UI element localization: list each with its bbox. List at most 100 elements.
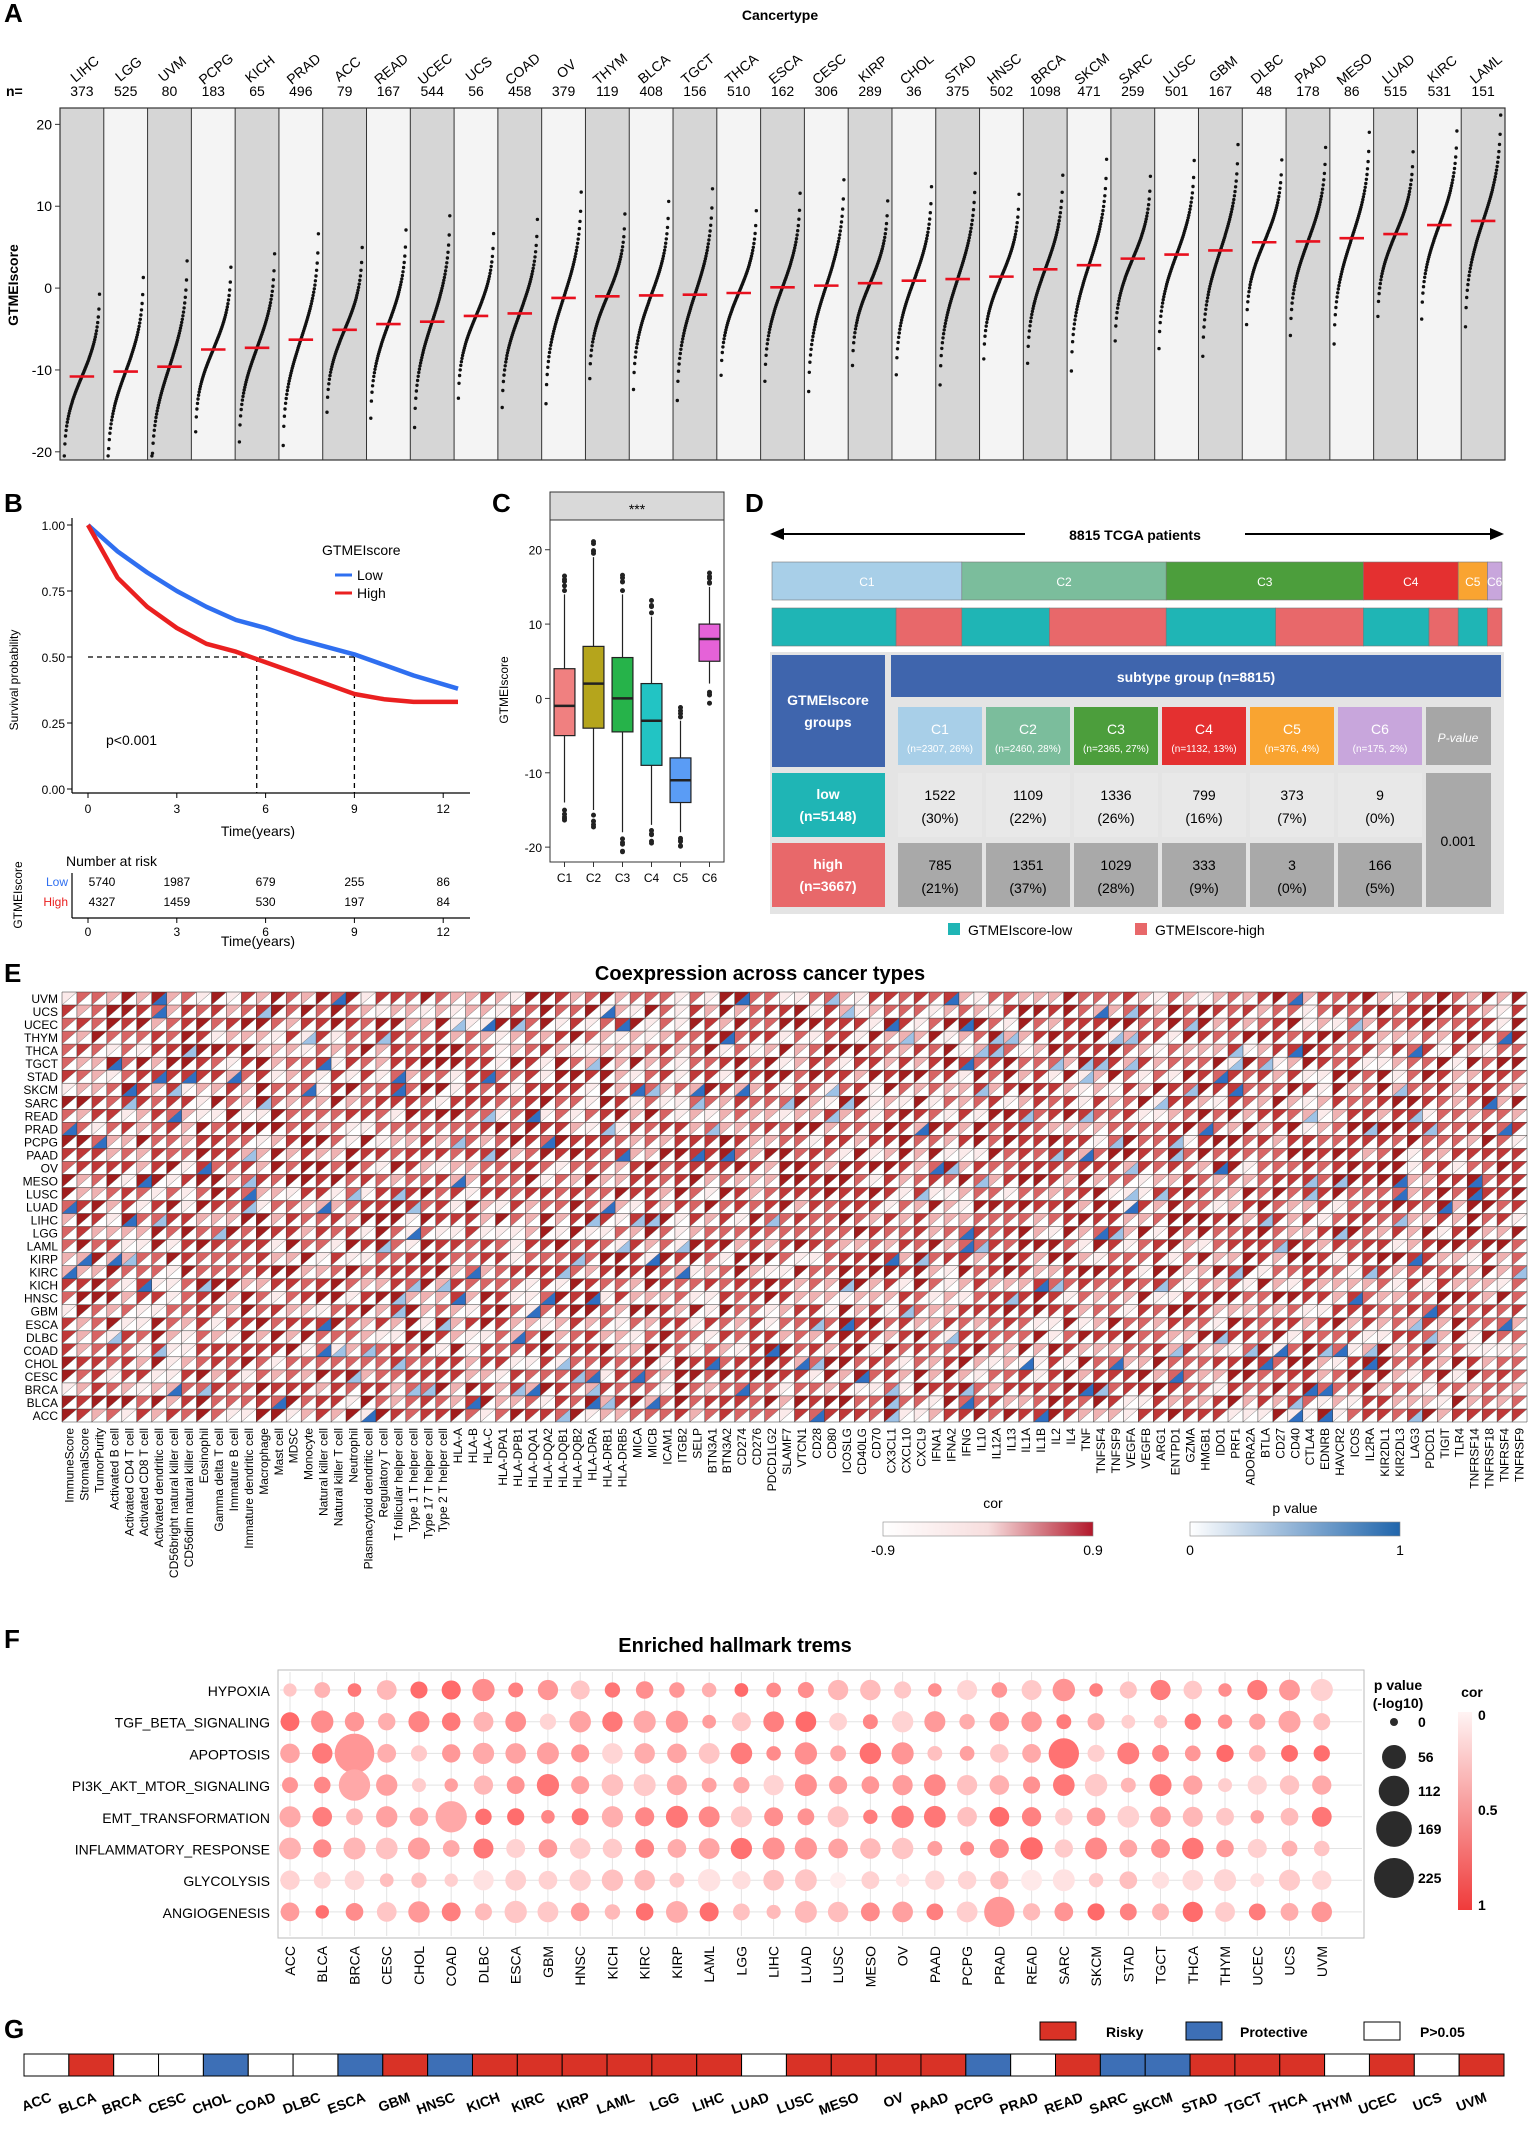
a-cancer-label: LIHC [67,52,102,85]
g-cancer-label: ACC [19,2089,53,2114]
g-cancer-label: LGG [647,2089,681,2114]
f-dot [283,1683,297,1697]
size-legend-label: 225 [1418,1870,1442,1886]
g-cancer-label: READ [1042,2089,1085,2118]
a-points [1463,113,1503,329]
e-row-label: UCS [33,1005,58,1019]
f-dot [408,1711,430,1733]
f-cancer-label: ACC [282,1946,298,1976]
km-ytick-label: 1.00 [42,519,66,533]
cor-legend-title: cor [983,1495,1003,1511]
size-legend-label: 112 [1418,1783,1441,1799]
km-xtick-label: 6 [262,802,269,816]
c-box-C6 [698,623,721,662]
f-dot [733,1776,750,1794]
f-dot [1087,1903,1105,1921]
g-cancer-label: OV [881,2089,906,2111]
e-row-label: KIRP [30,1253,58,1267]
km-legend-title: GTMEIscore [322,542,401,558]
f-dot [830,1872,847,1889]
f-dot [860,1902,880,1922]
f-dot [1250,1810,1265,1824]
a-points [763,191,802,383]
f-dot [312,1807,333,1827]
e-col-label: TNFRSF9 [1513,1428,1527,1482]
f-dot [1279,1775,1300,1795]
f-dot [1086,1807,1106,1827]
f-dot [376,1774,398,1796]
a-cancer-label: UCS [462,53,495,84]
panel-d: D 8815 TCGA patients C1 C2 C3 C4 C5 C6 GTMEIs… [745,488,1504,938]
a-col-bg [147,108,192,460]
f-dot [315,1905,330,1919]
panel-label-g: G [4,2014,24,2044]
f-dot [506,1776,525,1795]
f-cancer-label: DLBC [475,1946,491,1983]
panel-a-frame [59,107,1506,461]
a-col-bg [1110,108,1155,460]
f-term-label: TGF_BETA_SIGNALING [115,1715,270,1731]
d-pct: (30%) [921,810,958,826]
e-row-label: THCA [25,1044,58,1058]
f-dot [1184,1745,1201,1762]
size-legend-label: 56 [1418,1749,1434,1765]
f-dot [504,1900,527,1924]
f-dot [334,1733,375,1774]
risk-value: 679 [256,875,276,889]
g-cell-SARC [1099,2053,1146,2077]
f-dot [827,1901,849,1923]
a-n-label: 36 [906,83,922,99]
f-dot [311,1743,333,1764]
f-dot [667,1743,687,1764]
p-legend-max: 1 [1396,1542,1404,1558]
a-col-bg [716,108,761,460]
color-legend-bar [1458,1712,1472,1910]
f-dot [1153,1715,1168,1729]
e-col-label: IL2RA [1363,1428,1377,1461]
d-pct: (28%) [1097,880,1134,896]
e-row-label: DLBC [26,1331,58,1345]
e-col-label: Type 2 T helper cell [436,1428,450,1532]
f-dot [472,1742,495,1765]
color-legend-1: 1 [1478,1897,1486,1913]
f-dot [1248,1745,1266,1762]
e-col-label: PRF1 [1228,1428,1242,1459]
e-diagonals [61,991,1528,1423]
f-dot [569,1838,591,1859]
g-cancer-label: LAML [594,2089,636,2117]
panel-a-n-prefix: n= [6,83,23,99]
d-subtype-cell-C5 [1250,707,1334,765]
risk-xlabel: Time(years) [221,933,295,949]
f-dot [602,1711,623,1732]
a-n-label: 408 [639,83,663,99]
a-ytick-label: 0 [44,280,52,296]
subtype-segment-label: C3 [1257,575,1273,589]
a-points [1069,157,1109,373]
f-dot [1247,1775,1267,1795]
f-dot [956,1774,978,1796]
size-legend-dot [1378,1775,1410,1807]
d-row-header-low [772,773,885,837]
e-col-label: BTN3A1 [705,1428,719,1474]
e-col-label: Activated CD4 T cell [122,1428,136,1536]
e-row-label: CHOL [25,1357,59,1371]
a-cancer-label: READ [371,50,411,87]
d-subtype-name: C3 [1107,721,1125,737]
a-ytick-label: 20 [36,116,52,132]
f-dot [1119,1839,1138,1858]
a-col-bg [629,108,674,460]
f-dot [925,1870,945,1890]
f-dot [923,1774,946,1796]
g-cancer-label: KIRC [509,2089,547,2116]
g-cancer-label: UCS [1411,2089,1444,2114]
f-dot [1151,1839,1170,1858]
g-cancer-label: PRAD [997,2089,1040,2118]
f-dot [1052,1774,1075,1796]
p-legend-bar [1189,1521,1401,1537]
cor-legend-min: -0.9 [871,1542,895,1558]
f-dot [863,1809,878,1824]
a-col-bg [1286,108,1330,460]
a-n-label: 471 [1077,83,1101,99]
a-ytick-label: -10 [32,362,52,378]
